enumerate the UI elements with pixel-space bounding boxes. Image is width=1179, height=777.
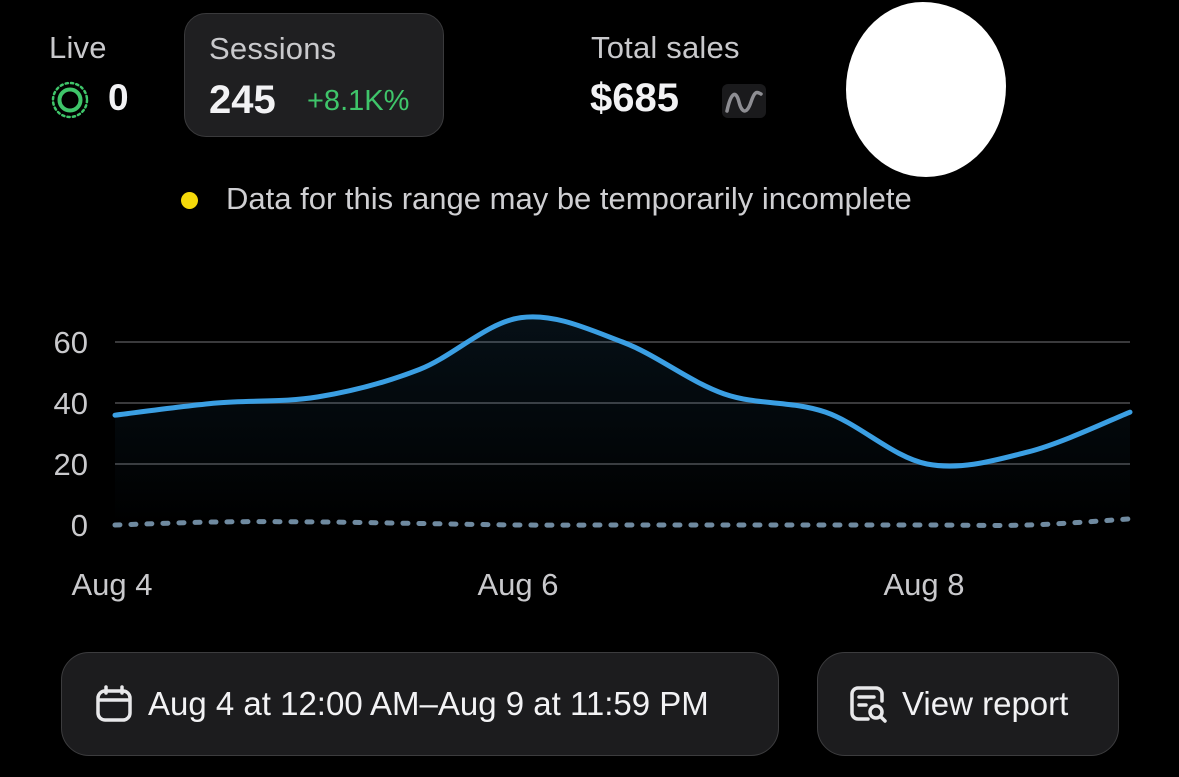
trend-sparkline-icon [722,84,766,118]
comparison-series-line [112,516,1133,528]
live-label: Live [49,30,107,65]
series-area-fill [115,316,1130,525]
incomplete-data-notice: Data for this range may be temporarily i… [226,181,912,216]
view-report-button[interactable]: View report [817,652,1119,756]
sessions-change-badge: +8.1K% [307,85,410,117]
x-tick-label: Aug 4 [71,567,152,602]
sessions-value: 245 [209,78,276,122]
sessions-card[interactable]: Sessions 245 +8.1K% [184,13,444,137]
report-search-icon [850,686,887,723]
y-tick-label: 60 [54,325,88,360]
y-tick-label: 0 [71,508,88,543]
redaction-overlay [846,2,1006,177]
total-sales-label: Total sales [591,30,740,65]
y-tick-label: 40 [54,386,88,421]
live-visitor-count: 0 [108,77,129,118]
sessions-series-line [112,314,1133,469]
x-tick-label: Aug 8 [883,567,964,602]
date-range-label: Aug 4 at 12:00 AM–Aug 9 at 11:59 PM [148,685,709,722]
date-range-button[interactable]: Aug 4 at 12:00 AM–Aug 9 at 11:59 PM [61,652,779,756]
live-pulse-icon [51,81,89,119]
total-sales-value: $685 [590,76,679,120]
sessions-label: Sessions [209,31,337,66]
incomplete-data-indicator [181,192,198,209]
x-tick-label: Aug 6 [477,567,558,602]
view-report-label: View report [902,685,1069,722]
calendar-icon [96,685,132,722]
y-tick-label: 20 [54,447,88,482]
